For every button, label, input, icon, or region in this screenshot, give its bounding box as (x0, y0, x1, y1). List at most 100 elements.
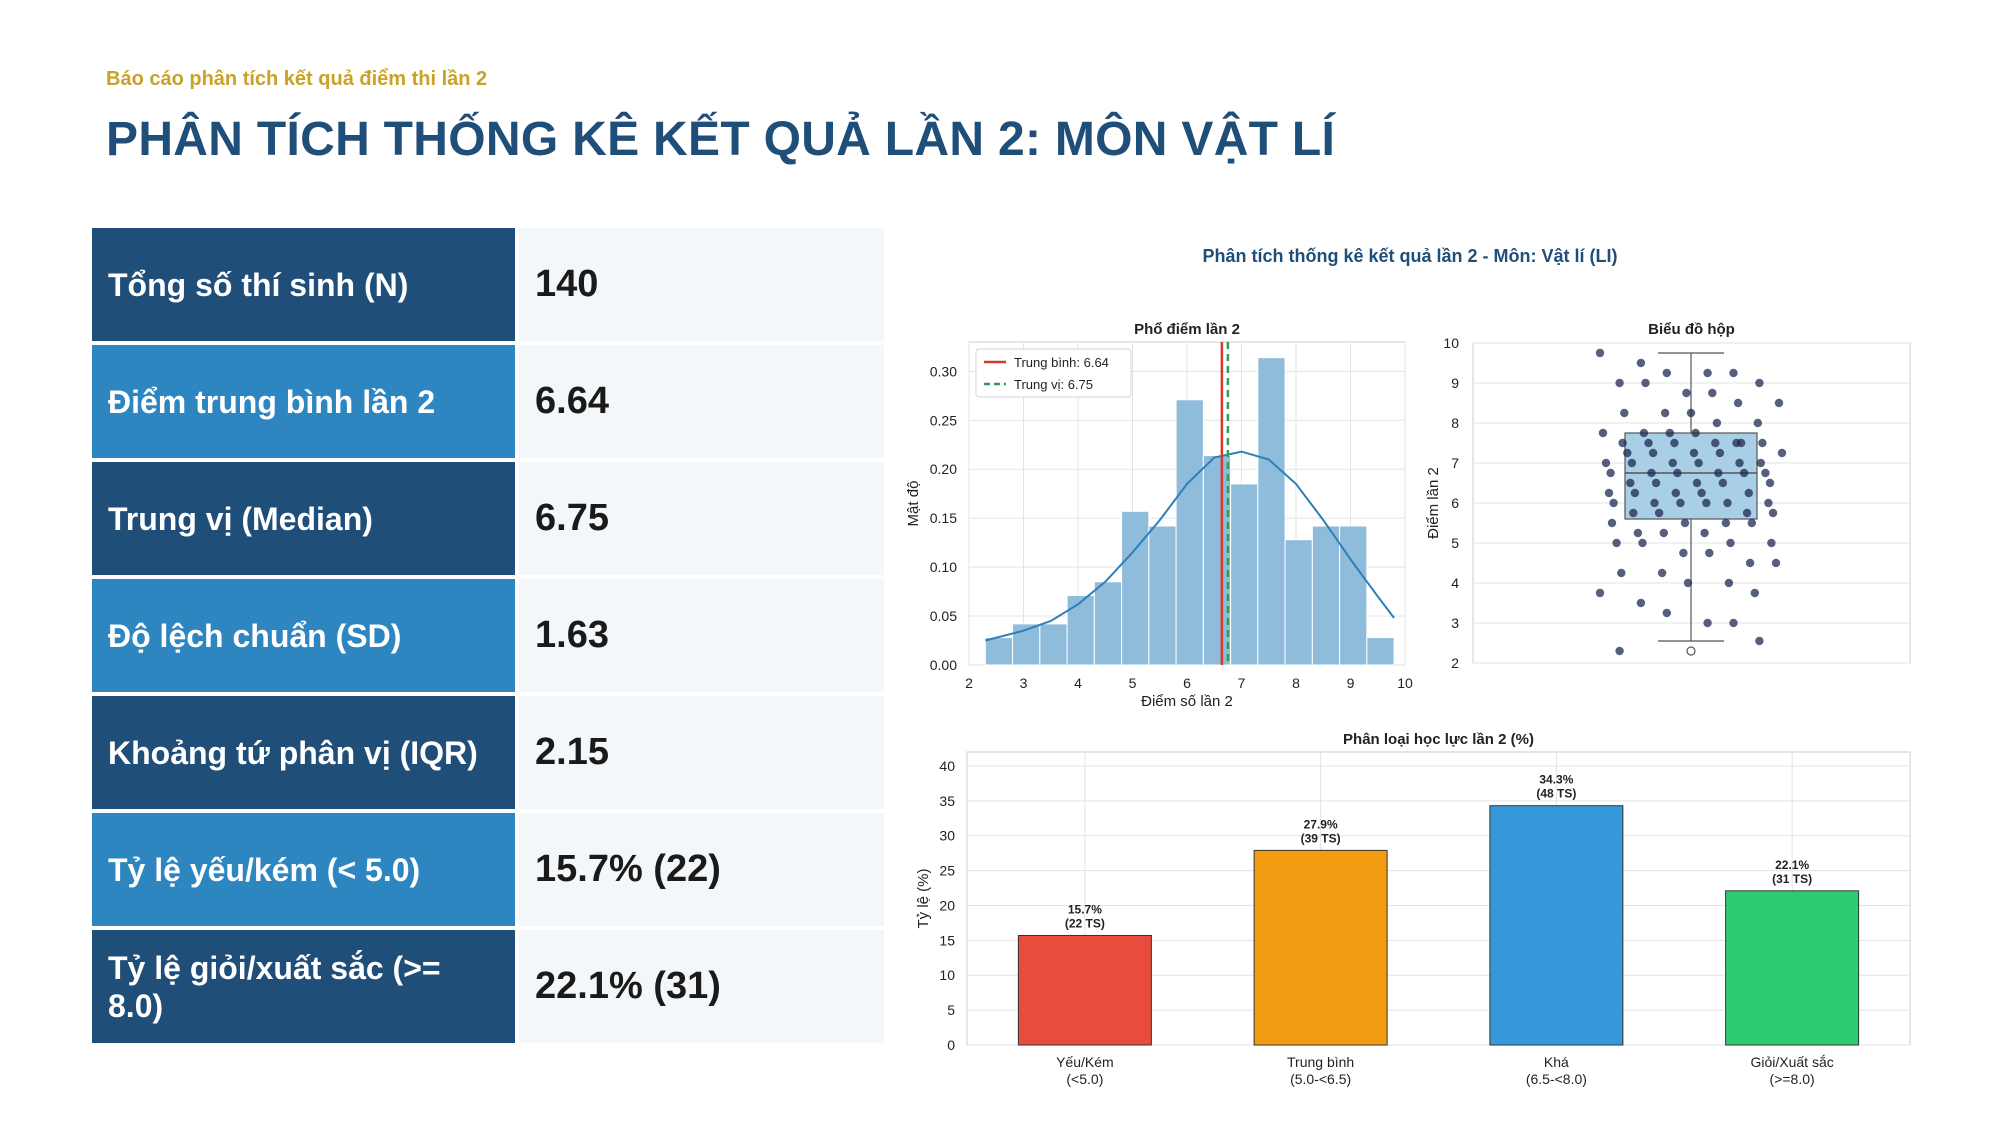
box-data-point (1758, 438, 1767, 448)
box-data-point (1686, 408, 1696, 418)
hist-legend-box (975, 348, 1132, 398)
cat-y-tick-label: 15 (939, 932, 955, 948)
hist-x-label: Điểm số lần 2 (1141, 693, 1233, 710)
cat-bar-label: (31 TS) (1772, 872, 1812, 886)
box-data-point (1682, 388, 1691, 398)
box-data-point (1708, 388, 1717, 398)
box-data-point (1692, 478, 1702, 488)
box-data-point (1620, 408, 1629, 418)
hist-bar (1257, 357, 1286, 666)
box-data-point (1671, 488, 1681, 498)
stat-row-weak: Tỷ lệ yếu/kém (< 5.0) 15.7% (22) (92, 813, 884, 926)
box-outlier (1686, 646, 1696, 656)
stat-row-total: Tổng số thí sinh (N) 140 (92, 228, 884, 341)
box-y-tick-label: 2 (1451, 655, 1459, 671)
box-data-point (1630, 488, 1640, 498)
stat-label: Tỷ lệ yếu/kém (< 5.0) (92, 813, 515, 926)
hist-x-tick-label: 3 (1020, 675, 1028, 691)
box-data-point (1612, 538, 1621, 548)
cat-title: Phân loại học lực lần 2 (%) (1343, 731, 1534, 748)
box-data-point (1606, 468, 1615, 478)
box-data-point (1714, 468, 1723, 478)
box-y-tick-label: 7 (1451, 455, 1459, 471)
cat-y-tick-label: 5 (947, 1002, 955, 1018)
box-data-point (1607, 518, 1617, 528)
stat-value: 2.15 (519, 696, 884, 809)
legend-median-label: Trung vị: 6.75 (1014, 377, 1093, 392)
stat-label: Khoảng tứ phân vị (IQR) (92, 696, 515, 809)
cat-x-tick-label: (<5.0) (1066, 1071, 1103, 1087)
box-data-point (1739, 468, 1749, 478)
hist-title: Phổ điểm lần 2 (1134, 321, 1240, 338)
cat-bar-label: (39 TS) (1301, 831, 1341, 845)
hist-y-tick-label: 0.05 (930, 608, 957, 624)
cat-bar (1017, 934, 1152, 1046)
hist-x-tick-label: 2 (965, 675, 973, 691)
box-y-tick-label: 9 (1451, 375, 1459, 391)
box-data-point (1729, 618, 1738, 628)
cat-x-tick-label: Giỏi/Xuất sắc (1750, 1054, 1833, 1070)
hist-y-tick-label: 0.25 (930, 412, 957, 428)
box-data-point (1764, 498, 1773, 508)
box-data-point (1665, 428, 1675, 438)
box-data-point (1700, 528, 1709, 538)
cat-bar-label: (48 TS) (1536, 787, 1576, 801)
stat-label: Trung vị (Median) (92, 462, 515, 575)
box-data-point (1726, 538, 1735, 548)
box-data-point (1615, 378, 1624, 388)
cat-x-tick-label: (6.5-<8.0) (1526, 1071, 1587, 1087)
cat-bar-label: 27.9% (1304, 817, 1338, 831)
stat-row-sd: Độ lệch chuẩn (SD) 1.63 (92, 579, 884, 692)
box-data-point (1595, 588, 1605, 598)
hist-x-tick-label: 10 (1397, 675, 1413, 691)
hist-y-tick-label: 0.15 (930, 510, 957, 526)
box-data-point (1654, 508, 1664, 518)
box-data-point (1694, 458, 1703, 468)
stat-value: 6.75 (519, 462, 884, 575)
stat-value: 1.63 (519, 579, 884, 692)
box-data-point (1697, 488, 1706, 498)
stat-value: 6.64 (519, 345, 884, 458)
stat-row-iqr: Khoảng tứ phân vị (IQR) 2.15 (92, 696, 884, 809)
hist-kde-curve (985, 450, 1395, 642)
box-data-point (1638, 538, 1647, 548)
box-data-point (1651, 478, 1661, 488)
hist-bar (1039, 623, 1068, 666)
box-y-label: Điểm lần 2 (1425, 467, 1442, 539)
stat-label: Tổng số thí sinh (N) (92, 228, 515, 341)
box-data-point (1736, 438, 1746, 448)
box-data-point (1755, 636, 1764, 646)
box-data-point (1771, 558, 1781, 568)
box-data-point (1747, 518, 1757, 528)
hist-bar (1284, 539, 1313, 666)
box-data-point (1689, 448, 1699, 458)
stat-label: Tỷ lệ giỏi/xuất sắc (>= 8.0) (92, 930, 515, 1043)
box-data-point (1617, 568, 1626, 578)
box-data-point (1648, 448, 1658, 458)
box-y-tick-label: 3 (1451, 615, 1459, 631)
stat-value: 140 (519, 228, 884, 341)
hist-x-tick-label: 7 (1238, 675, 1246, 691)
box-data-point (1633, 528, 1643, 538)
hist-bar (1093, 581, 1123, 666)
box-data-point (1756, 458, 1766, 468)
box-data-point (1761, 468, 1770, 478)
box-data-point (1715, 448, 1725, 458)
cat-x-tick-label: (5.0-<6.5) (1290, 1071, 1351, 1087)
box-data-point (1659, 528, 1669, 538)
figure-title: Phân tích thống kê kết quả lần 2 - Môn: … (1202, 246, 1617, 266)
box-data-point (1604, 488, 1614, 498)
hist-bar (1230, 483, 1259, 666)
cat-y-tick-label: 35 (939, 793, 955, 809)
cat-y-tick-label: 30 (939, 828, 955, 844)
box-data-point (1626, 478, 1635, 488)
cat-y-tick-label: 10 (939, 967, 955, 983)
box-data-point (1774, 398, 1784, 408)
hist-bar (1202, 455, 1232, 666)
cat-bar-label: 15.7% (1068, 902, 1102, 916)
cat-y-tick-label: 0 (947, 1037, 955, 1053)
cat-y-tick-label: 20 (939, 897, 955, 913)
stat-row-mean: Điểm trung bình lần 2 6.64 (92, 345, 884, 458)
hist-x-tick-label: 8 (1292, 675, 1300, 691)
hist-y-tick-label: 0.00 (930, 657, 957, 673)
